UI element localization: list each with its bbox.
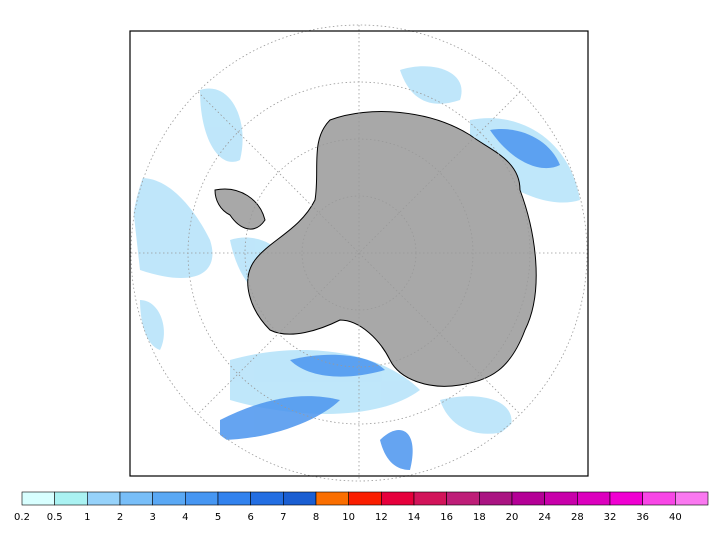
colorbar-label: 1	[84, 512, 90, 523]
colorbar-label: 20	[506, 512, 519, 523]
colorbar-label: 28	[571, 512, 584, 523]
colorbar-box	[609, 491, 643, 506]
colorbar-label: 12	[375, 512, 388, 523]
colorbar-box	[642, 491, 676, 506]
colorbar-label: 8	[313, 512, 319, 523]
antarctica	[247, 111, 537, 387]
colorbar-box	[675, 491, 709, 506]
colorbar-box	[511, 491, 545, 506]
colorbar-label: 18	[473, 512, 486, 523]
map	[130, 24, 588, 482]
colorbar-box	[185, 491, 219, 506]
colorbar-label: 0.2	[14, 512, 30, 523]
colorbar-box	[152, 491, 186, 506]
colorbar-label: 10	[342, 512, 355, 523]
colorbar-label: 2	[117, 512, 123, 523]
precip-heavy	[220, 129, 560, 470]
colorbar-box	[577, 491, 611, 506]
colorbar-label: 24	[538, 512, 551, 523]
colorbar-box	[119, 491, 153, 506]
colorbar-box	[87, 491, 121, 506]
colorbar-label: 0.5	[47, 512, 63, 523]
peninsula	[214, 188, 266, 230]
colorbar-box	[413, 491, 447, 506]
colorbar-label: 16	[440, 512, 453, 523]
colorbar-label: 6	[247, 512, 253, 523]
colorbar: 0.2 0.5 1 2 3 4 5 6 7 8 10 12 14 16 18 20 24 28 32 36 40	[14, 491, 709, 523]
colorbar-box	[283, 491, 317, 506]
colorbar-box	[217, 491, 251, 506]
colorbar-box	[381, 491, 415, 506]
colorbar-label: 36	[636, 512, 649, 523]
colorbar-box	[479, 491, 513, 506]
colorbar-label: 3	[149, 512, 155, 523]
graticule	[130, 24, 588, 482]
colorbar-box	[544, 491, 578, 506]
colorbar-label: 5	[215, 512, 221, 523]
colorbar-box	[54, 491, 88, 506]
map-frame	[129, 30, 589, 477]
colorbar-box	[315, 491, 349, 506]
colorbar-box	[21, 491, 55, 506]
colorbar-label: 14	[408, 512, 421, 523]
colorbar-label: 32	[604, 512, 617, 523]
colorbar-box	[348, 491, 382, 506]
colorbar-label: 40	[669, 512, 682, 523]
colorbar-label: 4	[182, 512, 188, 523]
colorbar-box	[446, 491, 480, 506]
colorbar-label: 7	[280, 512, 286, 523]
colorbar-box	[250, 491, 284, 506]
